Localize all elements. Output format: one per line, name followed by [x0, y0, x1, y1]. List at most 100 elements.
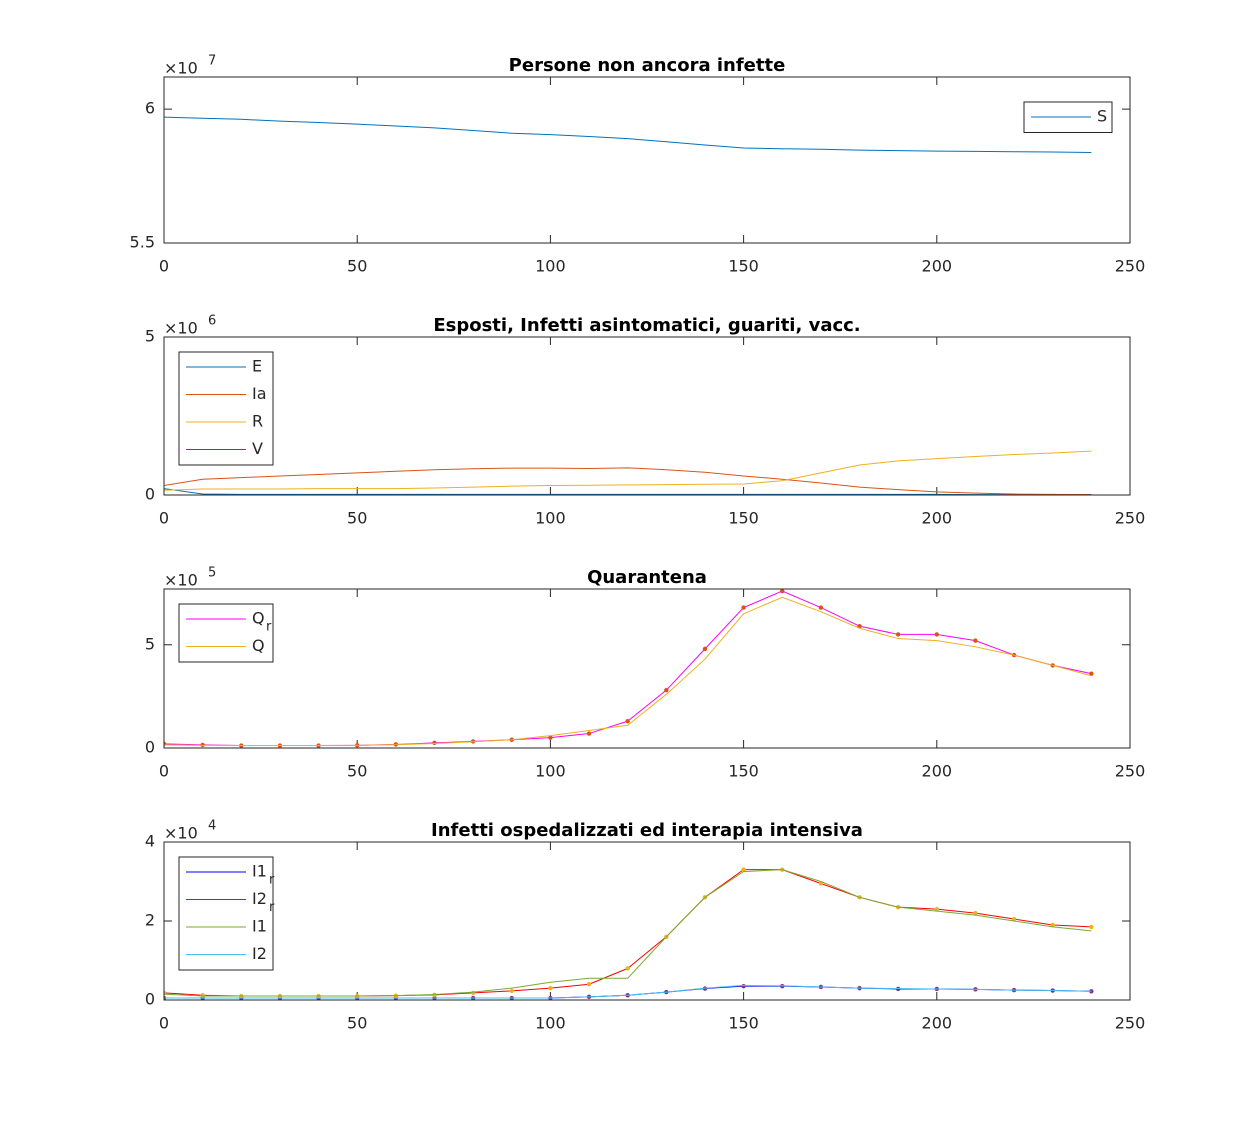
x-tick-label: 200 [922, 1014, 953, 1033]
x-tick-label: 0 [159, 257, 169, 276]
series-group [164, 867, 1094, 1000]
legend-box [178, 856, 274, 971]
data-point [509, 988, 514, 994]
data-point [973, 638, 978, 643]
data-point [625, 966, 630, 971]
x-tick-label: 150 [728, 762, 759, 781]
data-point [1011, 916, 1017, 922]
axes-box [163, 841, 1131, 1001]
x-tick-label: 50 [347, 762, 367, 781]
data-point [1089, 671, 1094, 676]
data-point [741, 983, 746, 989]
x-tick-label: 100 [535, 762, 566, 781]
x-tick-label: 250 [1115, 257, 1146, 276]
x-tick-label: 150 [728, 509, 759, 528]
chart-title: Esposti, Infetti asintomatici, guariti, … [433, 315, 860, 336]
series-line [164, 869, 1092, 997]
x-tick-label: 250 [1115, 1014, 1146, 1033]
data-point [973, 910, 978, 916]
plot-area [164, 337, 1130, 495]
data-point [1089, 924, 1094, 930]
y-tick-label: 6 [145, 99, 155, 118]
axis-exponent: ×10 [164, 319, 198, 338]
x-tick-label: 200 [922, 762, 953, 781]
x-tick-label: 50 [347, 1014, 367, 1033]
x-tick-label: 250 [1115, 509, 1146, 528]
data-point [432, 740, 437, 746]
x-tick-label: 0 [159, 1014, 169, 1033]
axes-box [163, 76, 1131, 244]
chart-title: Persone non ancora infette [509, 55, 786, 76]
x-tick-label: 150 [728, 257, 759, 276]
legend-label: Ia [252, 384, 267, 403]
y-tick-label: 0 [145, 738, 155, 757]
legend-label: R [252, 412, 263, 431]
chart-title: Quarantena [587, 567, 707, 588]
legend-label: V [252, 439, 263, 458]
data-point [586, 982, 592, 987]
y-tick-label: 5 [145, 327, 155, 346]
legend-label-sub: r [266, 620, 272, 635]
data-point [934, 632, 939, 637]
series-line [164, 450, 1092, 491]
legend-box [178, 603, 274, 663]
y-tick-label: 0 [145, 485, 155, 504]
series-group [164, 450, 1092, 495]
data-point [934, 906, 939, 912]
y-tick-label: 4 [145, 832, 155, 851]
legend-label-sub: r [269, 873, 275, 888]
plot-area [164, 842, 1130, 1000]
data-point [625, 718, 630, 724]
y-tick-label: 5 [145, 634, 155, 653]
series-line [164, 488, 1092, 495]
data-point [200, 993, 205, 998]
axes-box [163, 588, 1131, 749]
legend-box [178, 351, 274, 466]
data-point [818, 605, 824, 610]
legend-label: Q [252, 636, 265, 655]
series-line [164, 467, 1092, 495]
axes-box [163, 336, 1131, 496]
data-point [586, 731, 592, 736]
data-point [741, 605, 746, 610]
y-tick-label: 2 [145, 911, 155, 930]
data-point [780, 589, 785, 594]
data-point [664, 687, 669, 693]
legend-label: E [252, 357, 262, 376]
y-tick-label: 5.5 [130, 233, 155, 252]
x-tick-label: 200 [922, 509, 953, 528]
axis-exponent: ×10 [164, 59, 198, 78]
series-group [164, 116, 1092, 154]
plot-area [164, 77, 1130, 243]
axis-exponent: ×10 [164, 824, 198, 843]
data-point [470, 990, 476, 996]
data-point [548, 735, 553, 740]
x-tick-label: 0 [159, 509, 169, 528]
data-point [1050, 922, 1055, 928]
legend-label: I1 [252, 862, 267, 881]
series-line [164, 116, 1092, 154]
x-tick-label: 150 [728, 1014, 759, 1033]
legend-label: Q [252, 609, 265, 628]
x-tick-label: 200 [922, 257, 953, 276]
data-point [548, 985, 553, 991]
data-point [741, 867, 746, 872]
data-point [702, 646, 708, 652]
legend-label: I1 [252, 917, 267, 936]
y-tick-label: 0 [145, 990, 155, 1009]
x-tick-label: 100 [535, 257, 566, 276]
axis-exponent-power: 5 [208, 566, 216, 581]
legend-label: I2 [252, 944, 267, 963]
x-tick-label: 0 [159, 762, 169, 781]
axis-exponent-power: 6 [208, 314, 216, 329]
legend-label: I2 [252, 889, 267, 908]
axis-exponent-power: 7 [208, 54, 216, 69]
axis-exponent: ×10 [164, 571, 198, 590]
data-point [1089, 989, 1094, 994]
series-line [164, 984, 1092, 999]
x-tick-label: 100 [535, 509, 566, 528]
x-tick-label: 250 [1115, 762, 1146, 781]
legend-label: S [1097, 107, 1107, 126]
x-tick-label: 50 [347, 509, 367, 528]
